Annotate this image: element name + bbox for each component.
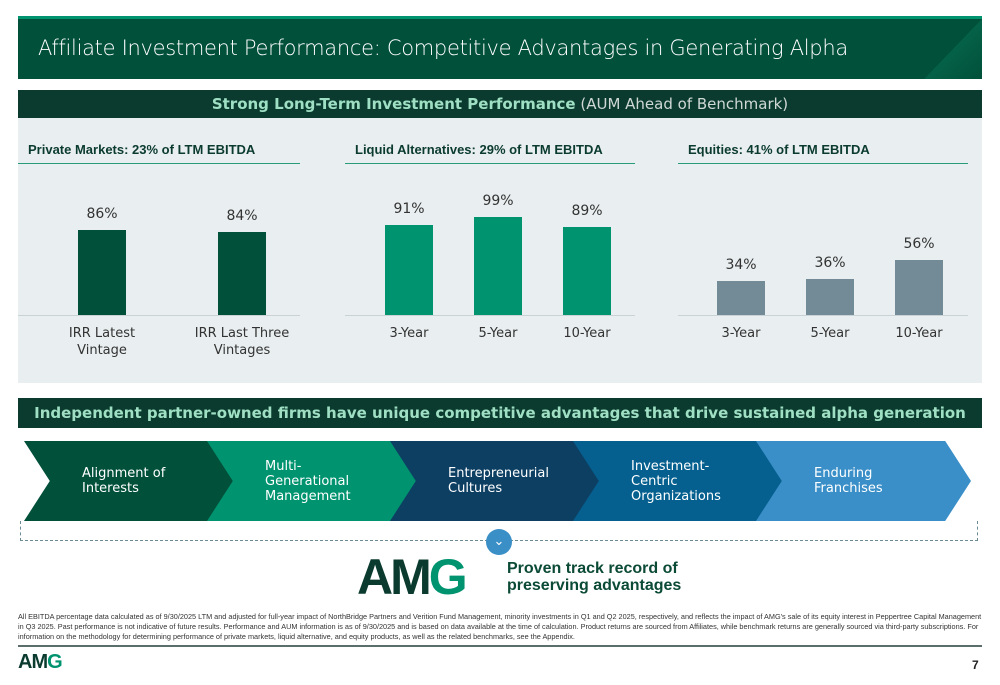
chart-baseline [678, 315, 968, 316]
bar [218, 231, 266, 315]
data-label: 84% [226, 207, 258, 224]
chart-title: Liquid Alternatives: 29% of LTM EBITDA [345, 142, 635, 164]
data-label: 89% [571, 202, 603, 219]
category-label: IRR Last Three Vintages [194, 326, 290, 358]
advantages-banner: Independent partner-owned firms have uni… [18, 398, 982, 428]
chevron-down-icon: ⌄ [486, 529, 512, 555]
amg-logo: AMG [357, 549, 468, 605]
advantage-label: Entrepreneurial Cultures [448, 466, 549, 496]
bar [806, 279, 854, 315]
category-label: 10-Year [895, 326, 943, 341]
bar [78, 229, 126, 315]
footer-amg-logo: AMG [18, 651, 63, 673]
page-number: 7 [972, 658, 979, 672]
category-label: 5-Year [478, 326, 518, 341]
category-label: IRR Latest Vintage [68, 326, 136, 358]
advantage-chevron: Multi-Generational Management [207, 441, 422, 521]
chart-baseline [345, 315, 635, 316]
subheader-bold: Strong Long-Term Investment Performance [211, 95, 576, 113]
category-label: 3-Year [721, 326, 761, 341]
data-label: 34% [725, 257, 757, 274]
subheader: Strong Long-Term Investment Performance … [18, 90, 982, 118]
category-label: 3-Year [389, 326, 429, 341]
bar [895, 259, 943, 315]
data-label: 36% [814, 255, 846, 272]
advantage-label: Enduring Franchises [814, 466, 883, 496]
bar [563, 226, 611, 315]
advantage-chevron: Alignment of Interests [24, 441, 239, 521]
advantage-chevron: Entrepreneurial Cultures [390, 441, 605, 521]
data-label: 91% [393, 200, 425, 217]
bar [717, 281, 765, 315]
footnote: All EBITDA percentage data calculated as… [18, 612, 982, 641]
title-bar: Affiliate Investment Performance: Compet… [18, 19, 982, 79]
proven-text: Proven track record of preserving advant… [507, 560, 682, 594]
bar [474, 216, 522, 315]
footer-divider [18, 645, 982, 647]
advantage-label: Multi-Generational Management [265, 458, 351, 504]
chart-baseline [18, 315, 300, 316]
category-label: 5-Year [810, 326, 850, 341]
advantage-label: Alignment of Interests [82, 466, 166, 496]
chart-title: Private Markets: 23% of LTM EBITDA [18, 142, 300, 164]
data-label: 56% [903, 235, 935, 252]
page-title: Affiliate Investment Performance: Compet… [38, 36, 848, 60]
advantage-chevron: Investment-Centric Organizations [573, 441, 788, 521]
category-label: 10-Year [563, 326, 611, 341]
advantage-chevron: Enduring Franchises [756, 441, 971, 521]
subheader-note: (AUM Ahead of Benchmark) [580, 95, 789, 113]
data-label: 86% [86, 205, 118, 222]
data-label: 99% [482, 192, 514, 209]
title-accent-line [18, 16, 982, 19]
chart-title: Equities: 41% of LTM EBITDA [678, 142, 968, 164]
advantage-label: Investment-Centric Organizations [631, 458, 721, 504]
bar [385, 224, 433, 315]
